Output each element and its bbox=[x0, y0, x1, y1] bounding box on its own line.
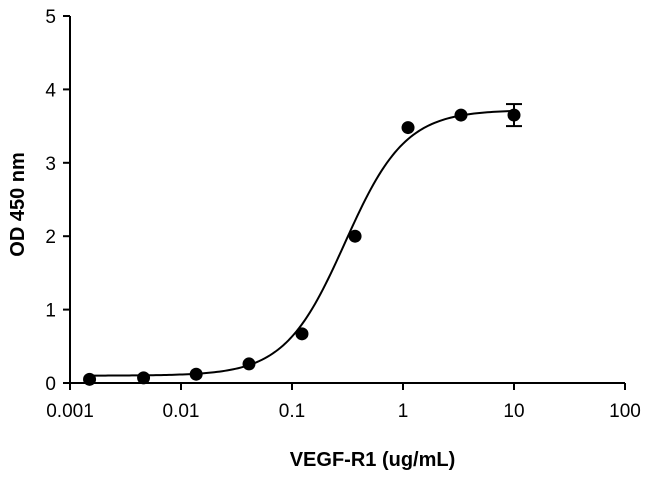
data-point bbox=[189, 367, 203, 381]
data-point bbox=[137, 371, 151, 385]
data-point bbox=[83, 372, 97, 386]
x-axis-ticks: 0.001 0.01 0.1 1 10 100 bbox=[46, 383, 641, 422]
x-tick-label: 0.01 bbox=[163, 401, 200, 422]
data-point bbox=[295, 327, 309, 341]
data-point bbox=[507, 108, 521, 122]
data-points bbox=[83, 108, 521, 386]
x-tick-label: 1 bbox=[398, 401, 409, 422]
y-axis-ticks: 0 1 2 3 4 5 bbox=[45, 7, 70, 395]
fit-curve bbox=[89, 109, 515, 377]
data-point bbox=[454, 108, 468, 122]
y-tick-label: 1 bbox=[45, 301, 56, 322]
data-point bbox=[242, 357, 256, 371]
x-tick-label: 0.1 bbox=[279, 401, 305, 422]
y-tick-label: 3 bbox=[45, 154, 56, 175]
data-point bbox=[348, 229, 362, 243]
y-tick-label: 2 bbox=[45, 227, 56, 248]
data-point bbox=[401, 121, 415, 135]
y-axis-title: OD 450 nm bbox=[7, 152, 29, 256]
axes bbox=[63, 16, 625, 390]
y-tick-label: 5 bbox=[45, 7, 56, 28]
y-tick-label: 0 bbox=[45, 374, 56, 395]
x-axis-title: VEGF-R1 (ug/mL) bbox=[290, 449, 456, 471]
x-tick-label: 10 bbox=[503, 401, 524, 422]
x-tick-label: 0.001 bbox=[46, 401, 94, 422]
y-tick-label: 4 bbox=[45, 80, 56, 101]
x-tick-label: 100 bbox=[609, 401, 641, 422]
